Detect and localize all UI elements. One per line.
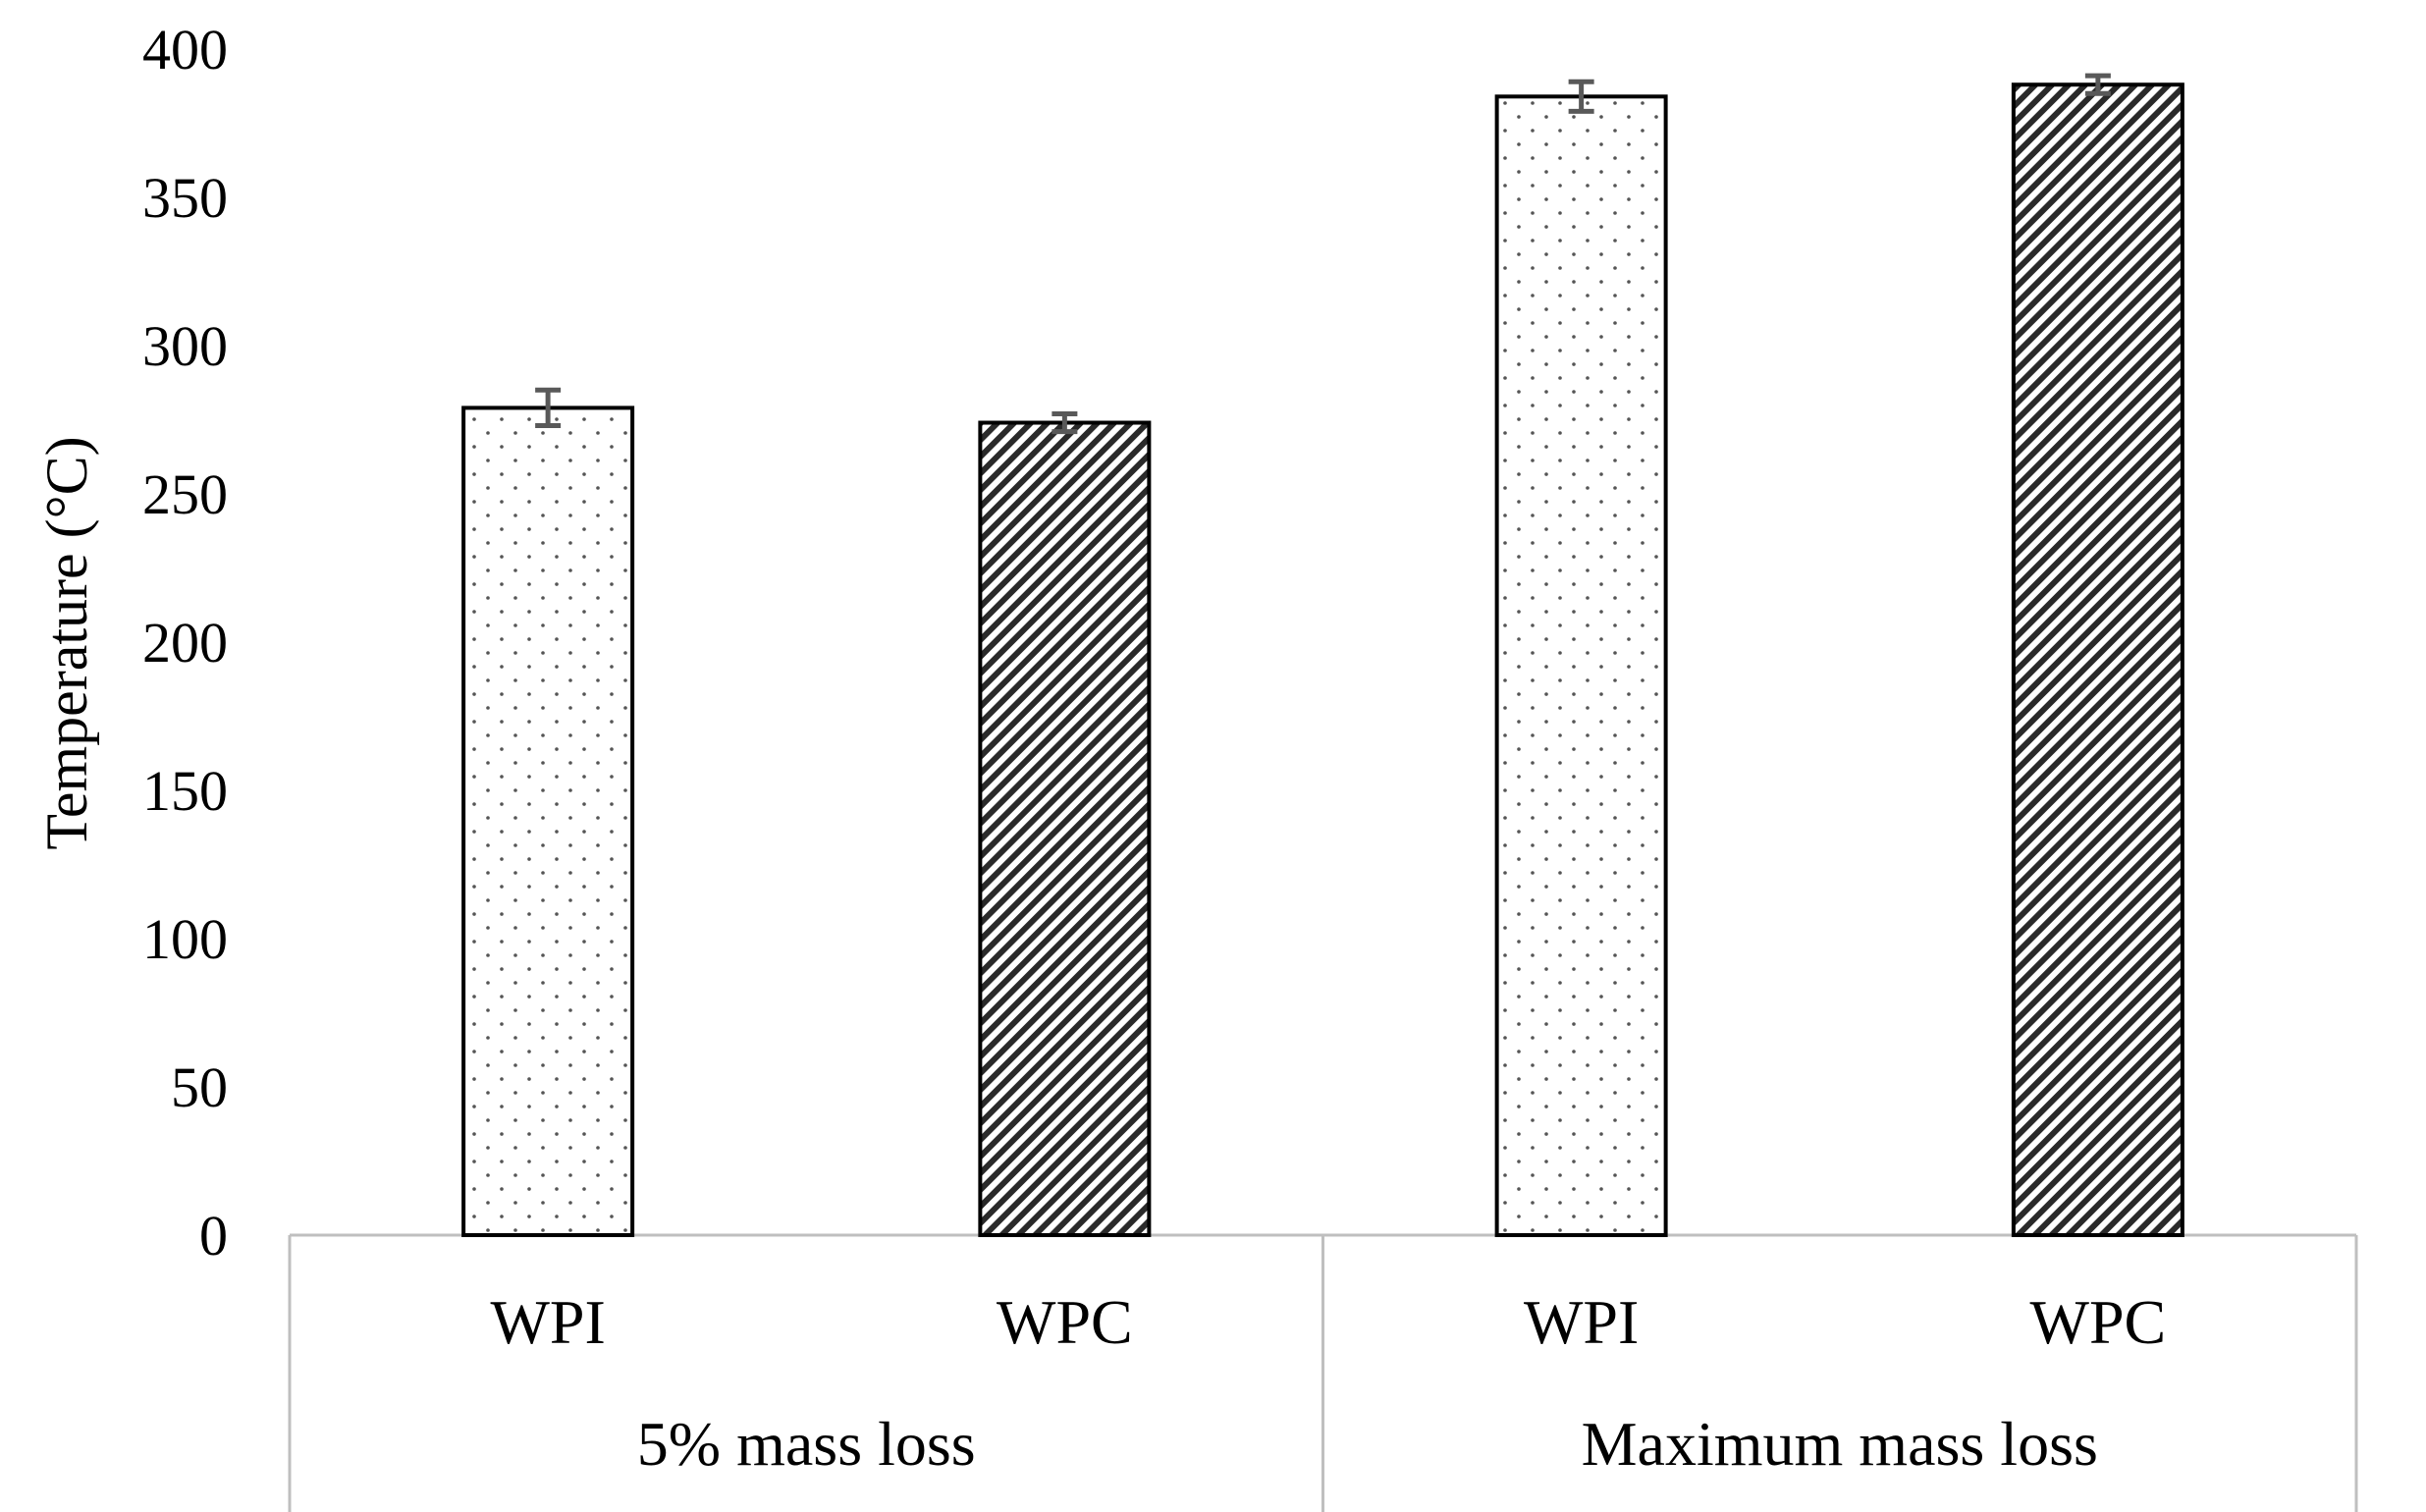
bar-wpi-maximum (1494, 94, 1668, 1238)
group-labels: 5% mass loss Maximum mass loss (637, 1409, 2098, 1479)
category-label: WPI (1524, 1287, 1639, 1357)
y-tick-label: 0 (199, 1204, 228, 1268)
y-tick-label: 100 (142, 907, 228, 971)
bars (461, 82, 2184, 1238)
error-bar (2084, 73, 2111, 96)
category-label: WPC (997, 1287, 1133, 1357)
y-tick-label: 400 (142, 18, 228, 81)
error-bar (1051, 410, 1078, 435)
y-tick-label: 200 (142, 611, 228, 675)
y-tick-label: 350 (142, 166, 228, 230)
category-label: WPI (490, 1287, 605, 1357)
category-label: WPC (2030, 1287, 2167, 1357)
bar-wpc-maximum (2011, 82, 2184, 1238)
bar-wpi-five-percent (461, 405, 635, 1238)
error-bar (535, 387, 562, 429)
error-bar (1568, 79, 1594, 114)
bar-wpc-five-percent (978, 420, 1152, 1237)
y-tick-label: 50 (171, 1055, 228, 1119)
y-tick-label: 250 (142, 462, 228, 526)
y-axis-title: Temperature (°C) (34, 436, 99, 849)
y-tick-label: 300 (142, 314, 228, 378)
y-axis-tick-labels: 0 50 100 150 200 250 300 350 400 (142, 18, 228, 1268)
group-label: 5% mass loss (637, 1409, 976, 1479)
category-labels: WPI WPC WPI WPC (490, 1287, 2166, 1357)
error-bars (535, 73, 2111, 435)
y-tick-label: 150 (142, 759, 228, 823)
group-label: Maximum mass loss (1582, 1409, 2098, 1479)
